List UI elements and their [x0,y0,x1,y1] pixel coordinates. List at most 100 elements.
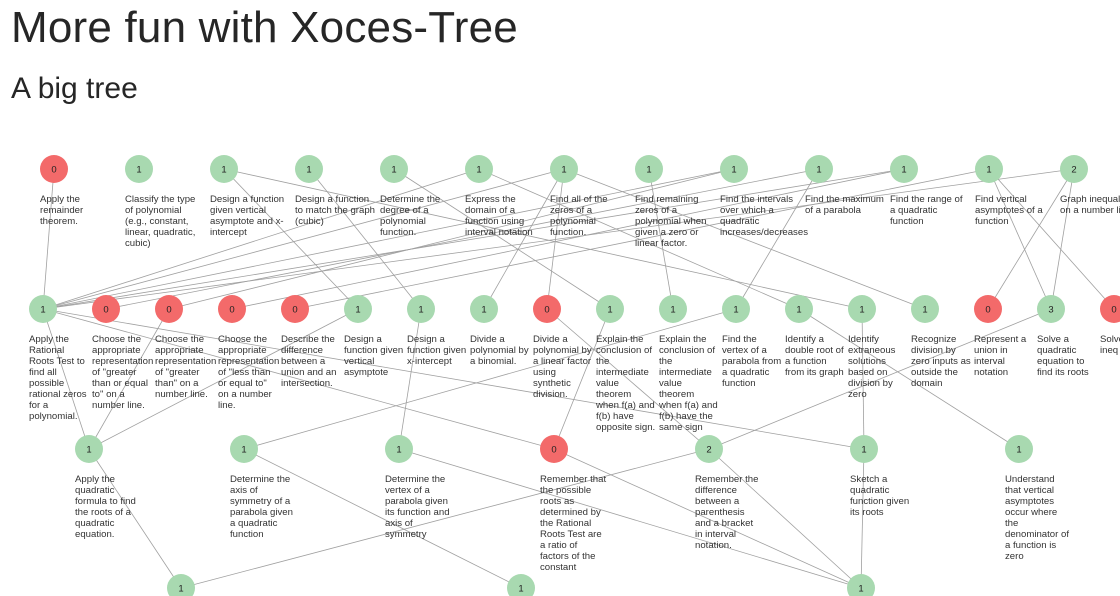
node-count: 1 [476,165,481,176]
mastered-node-circle[interactable] [847,574,875,596]
tree-node[interactable]: 1 [847,574,875,596]
tree-node[interactable]: 1 [385,435,413,463]
mastered-node-circle[interactable] [659,295,687,323]
tree-node[interactable]: 1 [659,295,687,323]
tree-node[interactable]: 1 [1005,435,1033,463]
tree-node[interactable]: 3 [1037,295,1065,323]
mastered-node-circle[interactable] [550,155,578,183]
mastered-node-circle[interactable] [596,295,624,323]
mastered-node-circle[interactable] [890,155,918,183]
unmastered-node-circle[interactable] [1100,295,1120,323]
mastered-node-circle[interactable] [1060,155,1088,183]
tree-node[interactable]: 1 [635,155,663,183]
mastered-node-circle[interactable] [344,295,372,323]
tree-node[interactable]: 1 [975,155,1003,183]
mastered-node-circle[interactable] [230,435,258,463]
mastered-node-circle[interactable] [720,155,748,183]
node-count: 1 [391,165,396,176]
node-count: 1 [646,165,651,176]
tree-edge [42,168,1075,310]
mastered-node-circle[interactable] [1037,295,1065,323]
mastered-node-circle[interactable] [407,295,435,323]
tree-node[interactable]: 1 [722,295,750,323]
tree-node[interactable]: 1 [720,155,748,183]
tree-node[interactable]: 1 [596,295,624,323]
mastered-node-circle[interactable] [805,155,833,183]
mastered-node-circle[interactable] [785,295,813,323]
mastered-node-circle[interactable] [911,295,939,323]
node-label: Divide a polynomial by a binomial. [470,334,529,367]
tree-node[interactable]: 0 [92,295,120,323]
tree-node[interactable]: 1 [848,295,876,323]
tree-node[interactable]: 1 [210,155,238,183]
mastered-node-circle[interactable] [210,155,238,183]
mastered-node-circle[interactable] [125,155,153,183]
mastered-node-circle[interactable] [975,155,1003,183]
tree-node[interactable]: 1 [407,295,435,323]
tree-node[interactable]: 1 [805,155,833,183]
tree-node[interactable]: 2 [695,435,723,463]
node-count: 0 [544,305,549,316]
node-label: Determine the axis of symmetry of a para… [230,474,293,540]
mastered-node-circle[interactable] [635,155,663,183]
unmastered-node-circle[interactable] [533,295,561,323]
mastered-node-circle[interactable] [167,574,195,596]
unmastered-node-circle[interactable] [40,155,68,183]
tree-node[interactable]: 0 [218,295,246,323]
unmastered-node-circle[interactable] [540,435,568,463]
node-label: Design a function to match the graph (cu… [295,194,375,227]
tree-edge [42,168,735,310]
mastered-node-circle[interactable] [75,435,103,463]
tree-node[interactable]: 1 [75,435,103,463]
unmastered-node-circle[interactable] [281,295,309,323]
tree-node[interactable]: 1 [550,155,578,183]
tree-node[interactable]: 2 [1060,155,1088,183]
mastered-node-circle[interactable] [385,435,413,463]
tree-node[interactable]: 1 [29,295,57,323]
mastered-node-circle[interactable] [848,295,876,323]
tree-node[interactable]: 0 [155,295,183,323]
tree-node[interactable]: 1 [911,295,939,323]
tree-node[interactable]: 1 [295,155,323,183]
tree-node[interactable]: 1 [230,435,258,463]
tree-node[interactable]: 0 [40,155,68,183]
node-count: 1 [922,305,927,316]
mastered-node-circle[interactable] [295,155,323,183]
tree-node[interactable]: 1 [850,435,878,463]
tree-edge [42,168,565,310]
tree-node[interactable]: 0 [533,295,561,323]
tree-node[interactable]: 1 [125,155,153,183]
tree-node[interactable]: 1 [380,155,408,183]
mastered-node-circle[interactable] [850,435,878,463]
tree-node[interactable]: 0 [281,295,309,323]
mastered-node-circle[interactable] [507,574,535,596]
node-count: 0 [292,305,297,316]
tree-node[interactable]: 1 [465,155,493,183]
tree-node[interactable]: 0 [974,295,1002,323]
tree-node[interactable]: 1 [344,295,372,323]
tree-edge [988,168,1115,310]
tree-node[interactable]: 0 [1100,295,1120,323]
tree-node[interactable]: 1 [507,574,535,596]
unmastered-node-circle[interactable] [92,295,120,323]
unmastered-node-circle[interactable] [155,295,183,323]
tree-node[interactable]: 1 [890,155,918,183]
unmastered-node-circle[interactable] [974,295,1002,323]
tree-edge [243,308,737,450]
tree-node[interactable]: 1 [470,295,498,323]
tree-node[interactable]: 1 [167,574,195,596]
mastered-node-circle[interactable] [722,295,750,323]
page-subtitle: A big tree [11,72,138,105]
unmastered-node-circle[interactable] [218,295,246,323]
mastered-node-circle[interactable] [380,155,408,183]
tree-edge [393,168,611,310]
mastered-node-circle[interactable] [1005,435,1033,463]
mastered-node-circle[interactable] [465,155,493,183]
tree-node[interactable]: 0 [540,435,568,463]
mastered-node-circle[interactable] [695,435,723,463]
node-label: Classify the type of polynomial (e.g., c… [125,194,196,249]
node-count: 0 [985,305,990,316]
mastered-node-circle[interactable] [29,295,57,323]
tree-node[interactable]: 1 [785,295,813,323]
mastered-node-circle[interactable] [470,295,498,323]
